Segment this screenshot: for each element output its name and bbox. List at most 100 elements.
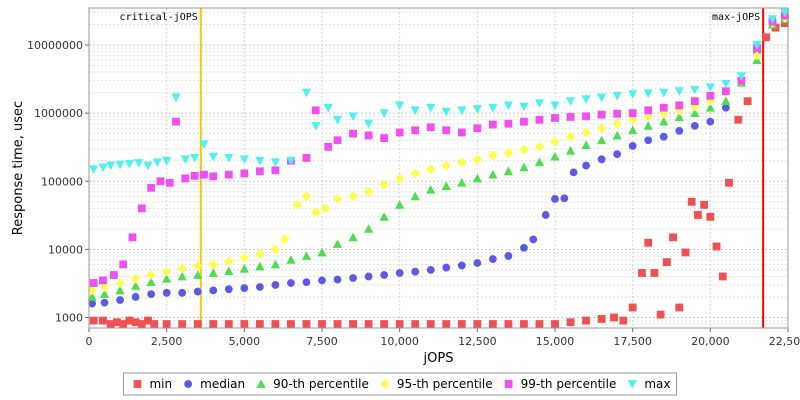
data-point xyxy=(520,117,528,126)
data-point xyxy=(690,108,700,118)
data-point xyxy=(88,299,97,308)
data-point xyxy=(551,320,559,328)
data-point xyxy=(566,113,575,121)
data-point xyxy=(550,101,560,111)
data-point xyxy=(504,320,513,328)
legend: min median 90-th percentile 95-th percentil… xyxy=(122,372,678,396)
data-point xyxy=(627,114,638,125)
data-point xyxy=(612,118,622,129)
legend-label: min xyxy=(149,377,172,391)
data-point xyxy=(752,41,762,50)
data-point xyxy=(566,318,575,327)
data-point xyxy=(89,316,98,325)
data-point xyxy=(286,255,296,264)
series-layer xyxy=(87,8,790,328)
data-point xyxy=(503,101,513,111)
legend-label: 95-th percentile xyxy=(397,377,493,391)
data-point xyxy=(324,142,333,151)
data-point xyxy=(473,259,482,267)
data-point xyxy=(301,191,312,202)
series-max xyxy=(89,8,790,174)
data-point xyxy=(488,103,498,113)
data-point xyxy=(178,288,187,297)
data-point xyxy=(311,121,321,131)
y-tick-label: 10000000 xyxy=(27,39,83,52)
data-point xyxy=(223,256,234,267)
data-point xyxy=(534,99,545,108)
data-point xyxy=(426,185,436,194)
data-point xyxy=(146,270,156,280)
data-point xyxy=(426,103,436,113)
data-point xyxy=(310,207,321,218)
data-point xyxy=(162,320,171,328)
data-point xyxy=(301,251,312,260)
data-point xyxy=(106,161,116,171)
data-point xyxy=(426,320,435,328)
data-point xyxy=(131,281,141,290)
data-point xyxy=(239,263,249,273)
data-point xyxy=(472,105,482,114)
x-tick-label: 2,500 xyxy=(151,335,183,348)
data-point xyxy=(659,116,669,126)
data-point xyxy=(472,154,483,165)
series-min xyxy=(89,19,789,328)
data-point xyxy=(193,320,202,328)
data-point xyxy=(395,101,405,111)
data-point xyxy=(99,289,110,299)
data-point xyxy=(380,320,389,328)
data-point xyxy=(332,194,343,204)
data-point xyxy=(302,154,311,162)
data-point xyxy=(628,90,638,99)
data-point xyxy=(662,258,671,266)
data-point xyxy=(199,140,209,149)
data-point xyxy=(109,271,118,279)
data-point xyxy=(147,183,156,192)
data-point xyxy=(681,248,690,257)
legend-label: 90-th percentile xyxy=(273,377,369,391)
x-tick-label: 12,500 xyxy=(458,335,497,348)
data-point xyxy=(165,178,174,187)
data-point xyxy=(457,106,467,116)
data-point xyxy=(192,261,203,271)
data-point xyxy=(239,253,250,263)
data-point xyxy=(596,123,607,134)
data-point xyxy=(442,320,451,328)
data-point xyxy=(628,303,637,312)
legend-item: 99-th percentile xyxy=(504,377,616,391)
data-point xyxy=(410,106,420,116)
data-point xyxy=(279,234,290,245)
data-point xyxy=(333,320,342,328)
data-point xyxy=(318,276,326,285)
data-point xyxy=(426,123,435,132)
data-point xyxy=(190,171,199,180)
data-point xyxy=(690,121,699,130)
data-point xyxy=(705,83,715,92)
data-point xyxy=(613,150,622,159)
data-point xyxy=(177,271,187,281)
data-point xyxy=(690,85,700,95)
data-point xyxy=(534,142,545,152)
y-tick-label: 10000 xyxy=(48,243,83,256)
data-point xyxy=(333,136,342,145)
data-point xyxy=(349,274,357,282)
data-point xyxy=(379,109,389,118)
data-point xyxy=(255,320,264,328)
data-point xyxy=(581,127,591,138)
data-point xyxy=(488,255,497,263)
data-point xyxy=(721,79,731,89)
data-point xyxy=(411,320,420,328)
reference-line-label: max-jOPS xyxy=(712,12,760,23)
data-point xyxy=(348,191,358,202)
data-point xyxy=(442,126,451,135)
data-point xyxy=(441,107,451,117)
data-point xyxy=(240,284,249,292)
data-point xyxy=(394,173,405,184)
data-point xyxy=(441,160,452,171)
data-point xyxy=(318,320,326,328)
data-point xyxy=(98,163,108,173)
data-point xyxy=(565,131,576,142)
data-point xyxy=(292,200,302,210)
data-point xyxy=(364,119,374,129)
data-point xyxy=(597,155,606,164)
data-point xyxy=(171,93,181,103)
